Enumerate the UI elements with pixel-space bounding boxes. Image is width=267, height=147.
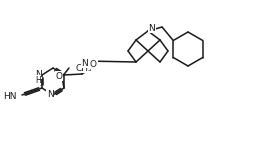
Text: CH₃: CH₃ bbox=[75, 64, 92, 72]
Text: N: N bbox=[35, 70, 41, 78]
Text: O: O bbox=[56, 71, 62, 81]
Text: N: N bbox=[82, 59, 88, 67]
Text: N: N bbox=[149, 24, 155, 32]
Text: N: N bbox=[47, 90, 53, 98]
Text: O: O bbox=[87, 59, 93, 67]
Text: HN: HN bbox=[3, 91, 17, 101]
Text: H: H bbox=[35, 76, 41, 85]
Text: O: O bbox=[90, 60, 97, 69]
